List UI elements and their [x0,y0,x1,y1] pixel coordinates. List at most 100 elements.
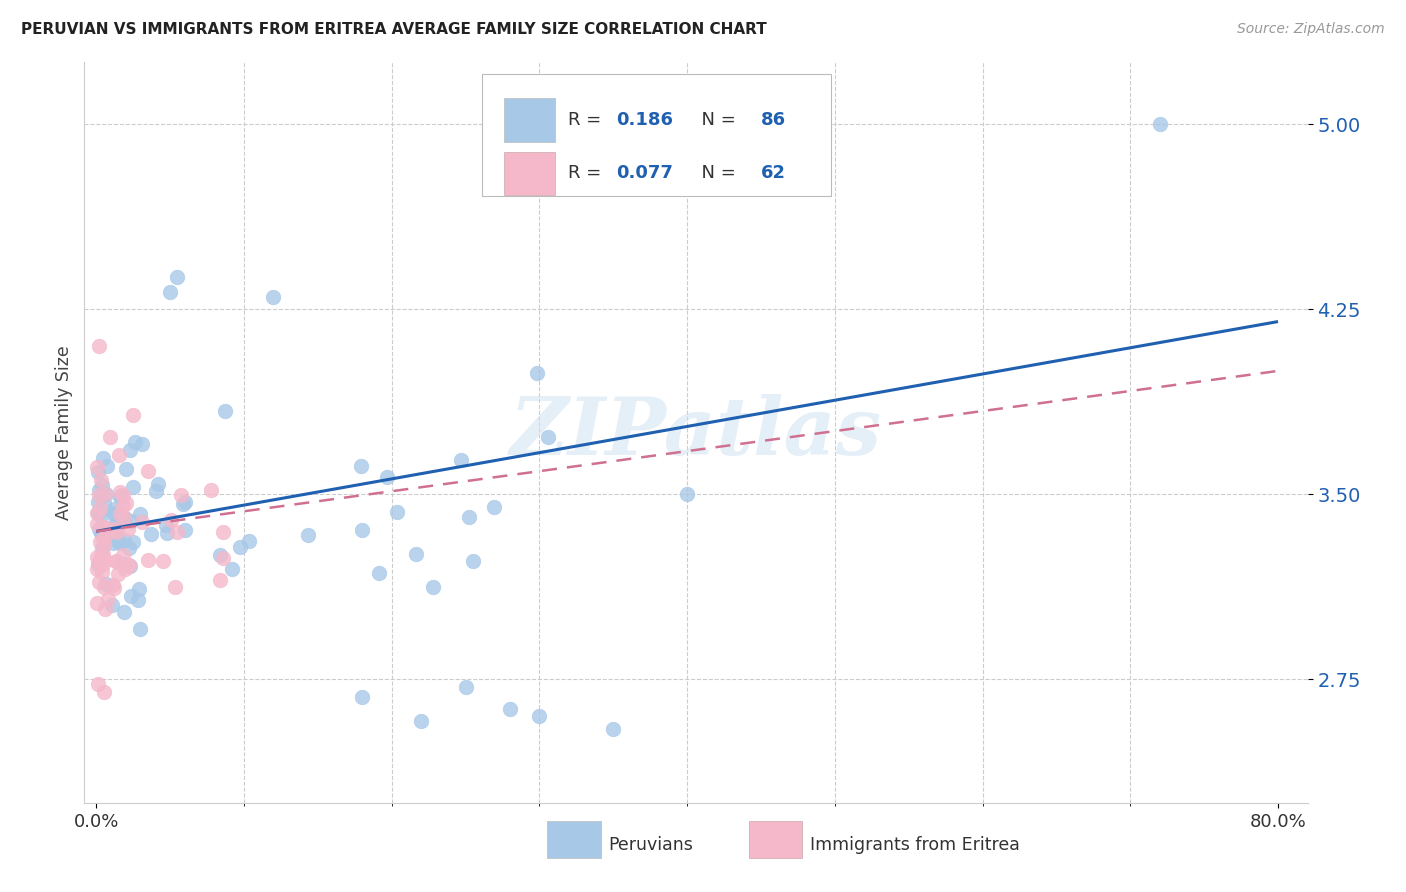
Point [86,465,108,479]
Point [108,507,131,521]
Point [120,515,142,529]
Point [145,484,167,499]
Point [91,558,114,572]
Point [122,535,145,549]
Point [118,541,141,555]
Point [98,430,121,444]
Point [172,497,194,511]
Point [86,460,108,475]
Text: R =: R = [568,164,606,183]
Point [107,533,129,548]
Point [89,521,111,535]
Point [262,290,284,304]
Point [165,580,187,594]
FancyBboxPatch shape [748,822,803,857]
Point [91,520,114,534]
Point [86,558,108,572]
Point [93,580,115,594]
Point [166,525,188,540]
Point [457,510,479,524]
Point [112,499,135,513]
Point [105,519,128,533]
Point [676,487,699,501]
Point [87,575,110,590]
Point [112,511,135,525]
Point [86,506,108,520]
Point [90,524,112,539]
Point [120,442,142,457]
Point [350,523,373,537]
Point [387,505,409,519]
Point [129,622,152,636]
Point [112,533,135,548]
Point [86,562,108,576]
Text: Source: ZipAtlas.com: Source: ZipAtlas.com [1237,22,1385,37]
Point [104,554,127,568]
Point [89,501,111,516]
Point [93,552,115,566]
Point [120,589,142,603]
Point [87,553,110,567]
Point [91,531,114,545]
Text: N =: N = [690,111,741,128]
Text: 0.186: 0.186 [616,111,673,128]
Point [105,525,128,540]
Point [229,540,252,554]
Point [156,525,179,540]
Point [148,476,170,491]
Point [108,485,131,500]
Point [97,592,120,607]
Point [200,483,222,497]
Point [96,459,118,474]
Text: 86: 86 [761,111,786,128]
Point [297,527,319,541]
Point [94,601,117,615]
Point [103,581,125,595]
Point [94,487,117,501]
Point [90,478,112,492]
Point [87,488,110,502]
Point [86,677,108,691]
Point [105,507,128,521]
Point [104,523,127,537]
Text: R =: R = [568,111,606,128]
Point [411,714,433,729]
Point [104,517,127,532]
Point [87,483,110,497]
Point [111,488,134,502]
Point [94,487,117,501]
Point [375,470,398,484]
Point [422,580,444,594]
Point [93,537,115,551]
Point [170,488,193,502]
Point [100,598,122,612]
Point [101,525,124,540]
FancyBboxPatch shape [503,98,555,142]
Point [214,404,236,418]
FancyBboxPatch shape [482,73,831,195]
Point [107,449,129,463]
Point [110,491,132,505]
Y-axis label: Average Family Size: Average Family Size [55,345,73,520]
Point [90,549,112,564]
Text: PERUVIAN VS IMMIGRANTS FROM ERITREA AVERAGE FAMILY SIZE CORRELATION CHART: PERUVIAN VS IMMIGRANTS FROM ERITREA AVER… [21,22,766,37]
Point [117,558,139,573]
Point [86,549,108,564]
Point [112,605,135,619]
Point [174,494,197,508]
Point [368,566,391,580]
Point [110,489,132,503]
Text: Peruvians: Peruvians [607,836,693,854]
Point [129,507,152,521]
Point [118,559,141,574]
Point [91,450,114,465]
Point [122,409,145,423]
Point [212,524,235,539]
Point [139,527,162,541]
Point [499,702,522,716]
Point [91,541,114,555]
Point [463,553,485,567]
Point [136,553,159,567]
Text: N =: N = [690,164,741,183]
Point [90,526,112,541]
